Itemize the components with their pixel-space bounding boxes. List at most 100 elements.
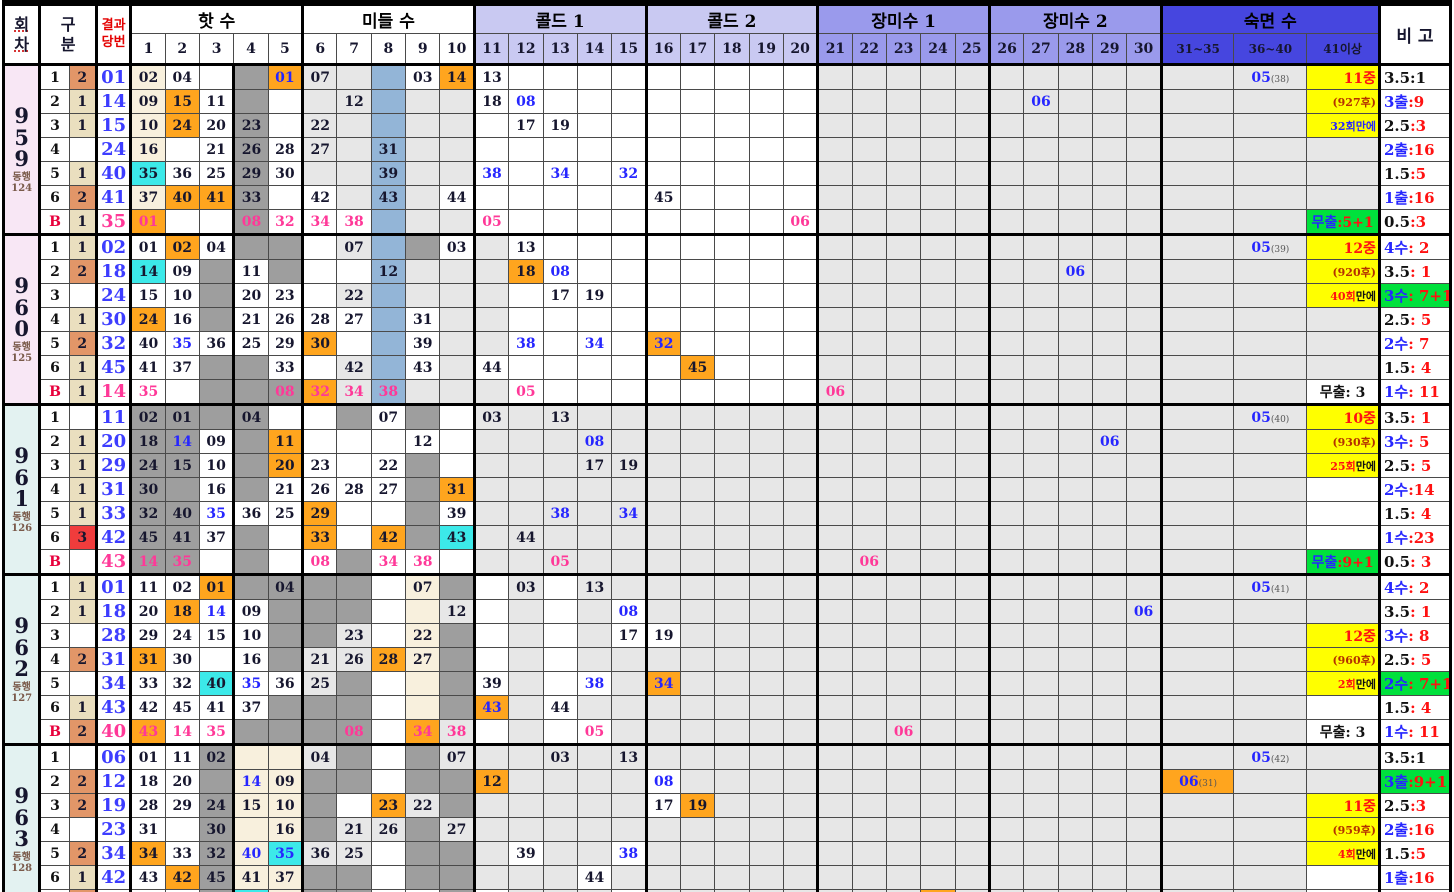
number-cell [164, 477, 200, 502]
number-cell [817, 429, 853, 454]
number-cell [1126, 355, 1163, 380]
number-cell [1306, 477, 1381, 502]
number-cell [782, 573, 820, 600]
number-cell: 30 [130, 477, 166, 502]
row-number: 2 [39, 429, 70, 454]
number-cell [198, 403, 236, 430]
number-cell [370, 599, 407, 624]
number-cell [302, 283, 338, 308]
header-col-18: 18 [714, 33, 750, 65]
header-group: 장미수 2 [989, 2, 1163, 34]
number-cell [439, 89, 476, 114]
number-cell [782, 793, 820, 818]
number-cell [439, 429, 476, 454]
number-cell [267, 695, 305, 720]
number-cell [1233, 501, 1308, 526]
number-cell: 16 [198, 477, 236, 502]
number-cell: 16 [130, 137, 166, 162]
number-cell: 17 [542, 283, 578, 308]
number-cell [1160, 623, 1235, 648]
number-cell [679, 429, 716, 454]
number-cell: 04 [267, 573, 305, 600]
number-cell [439, 331, 476, 356]
number-cell: 09 [233, 599, 269, 624]
number-cell [1306, 573, 1381, 600]
number-cell: 26 [302, 477, 338, 502]
number-cell [1092, 89, 1128, 114]
number-cell [405, 259, 441, 284]
number-cell [1023, 817, 1059, 842]
number-cell: 36 [198, 331, 236, 356]
number-cell [267, 647, 305, 672]
header-col-31~35: 31~35 [1160, 33, 1235, 65]
number-cell: 32회만에 [1306, 113, 1381, 138]
number-cell [1092, 525, 1128, 550]
number-cell: 25 [267, 501, 305, 526]
number-cell [1092, 865, 1128, 890]
number-cell: 40 [164, 185, 200, 210]
header-col-10: 10 [439, 33, 476, 65]
number-cell [954, 817, 992, 842]
row-number: 6 [39, 355, 70, 380]
number-cell [473, 477, 510, 502]
number-cell [714, 599, 750, 624]
number-cell [885, 233, 922, 260]
number-cell [714, 793, 750, 818]
gubun-value: 1 [68, 599, 98, 624]
number-cell [302, 233, 338, 260]
number-cell [1092, 599, 1128, 624]
number-cell [198, 283, 236, 308]
number-cell [679, 113, 716, 138]
number-cell [370, 671, 407, 696]
gubun-value [68, 283, 98, 308]
number-cell: 28 [370, 647, 407, 672]
number-cell [885, 573, 922, 600]
number-cell [1057, 209, 1094, 235]
remark-cell: 3수: 8 [1378, 623, 1452, 648]
number-cell [817, 161, 853, 186]
number-cell: 09 [267, 769, 305, 794]
number-cell [1057, 307, 1094, 332]
number-cell: 08 [233, 209, 269, 235]
result-number: 30 [95, 307, 133, 332]
number-cell [782, 429, 820, 454]
number-cell: 28 [267, 137, 305, 162]
number-cell: 05(39) [1233, 233, 1308, 260]
number-cell: 16 [267, 817, 305, 842]
number-cell [164, 137, 200, 162]
remark-cell: 3.5:1 [1378, 743, 1452, 770]
number-cell: 08 [302, 549, 338, 575]
number-cell [920, 573, 956, 600]
number-cell [885, 113, 922, 138]
number-cell [679, 525, 716, 550]
result-number: 24 [95, 283, 133, 308]
number-cell [542, 429, 578, 454]
table-row: 2 2 18 14 09 11 12 18 08 06 (920후) 3.5: 1 [4, 259, 1452, 284]
number-cell [576, 841, 613, 866]
number-cell [508, 719, 544, 745]
number-cell: 02 [164, 233, 200, 260]
number-cell [1057, 379, 1094, 405]
number-cell [1057, 841, 1094, 866]
number-cell [679, 573, 716, 600]
number-cell [508, 865, 544, 890]
number-cell [782, 647, 820, 672]
number-cell [1126, 525, 1163, 550]
number-cell [198, 379, 236, 405]
number-cell [1306, 599, 1381, 624]
number-cell: 25 [198, 161, 236, 186]
number-cell: 07 [336, 233, 372, 260]
result-number: 34 [95, 671, 133, 696]
number-cell [679, 209, 716, 235]
number-cell [851, 113, 887, 138]
number-cell [954, 525, 992, 550]
number-cell [164, 379, 200, 405]
number-cell [851, 137, 887, 162]
table-row: 6 2 41 37 40 41 33 42 43 44 45 1출:16 [4, 185, 1452, 210]
number-cell [439, 671, 476, 696]
number-cell [1092, 477, 1128, 502]
number-cell [1092, 113, 1128, 138]
number-cell [508, 185, 544, 210]
number-cell [336, 161, 372, 186]
